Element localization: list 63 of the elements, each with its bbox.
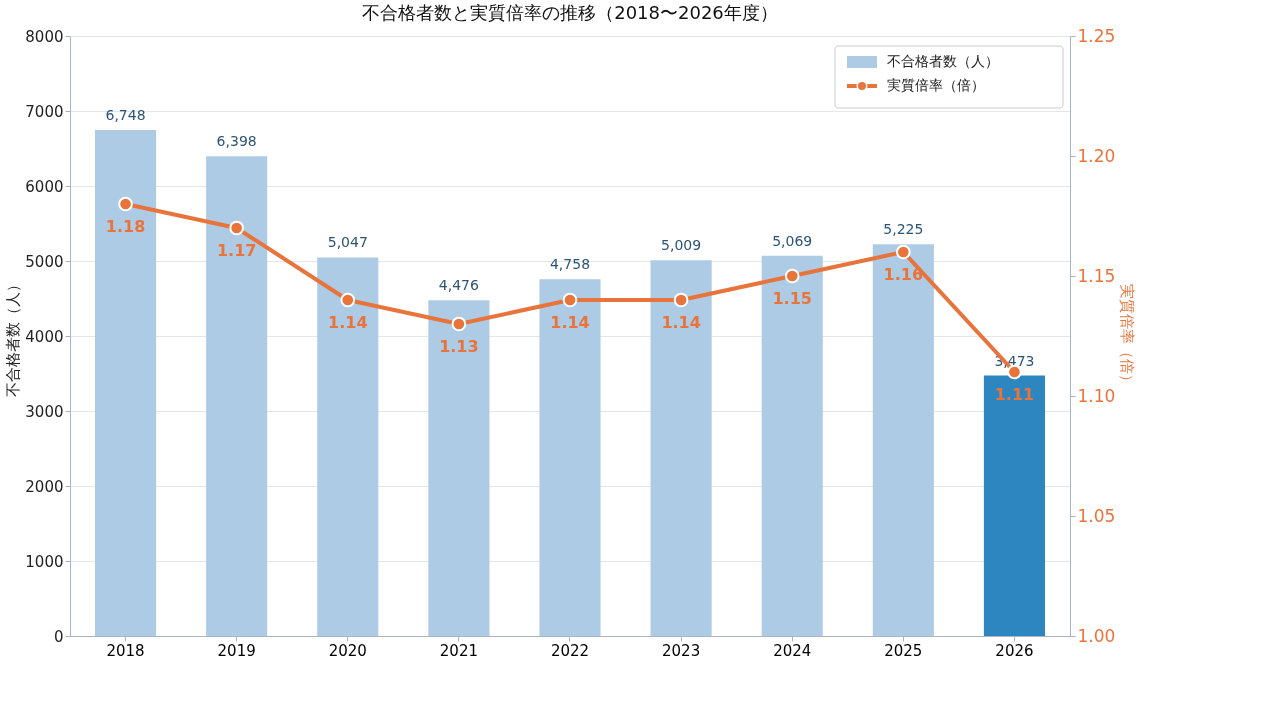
data-label: 5,047 <box>327 234 368 251</box>
y-tick-label: 0 <box>53 627 64 646</box>
x-tick-label: 2019 <box>217 641 256 660</box>
y-axis-title: 不合格者数（人） <box>4 276 23 397</box>
point <box>673 292 689 308</box>
x-tick-label: 2018 <box>106 641 145 660</box>
x-tick-label: 2025 <box>884 641 923 660</box>
legend-label: 不合格者数（人） <box>887 53 999 69</box>
x-tick-label: 2026 <box>995 641 1034 660</box>
y2-tick-label: 1.25 <box>1077 25 1116 46</box>
bar <box>428 300 490 636</box>
x-tick-label: 2024 <box>773 641 812 660</box>
point <box>896 244 911 260</box>
y-tick-label: 1000 <box>25 552 64 571</box>
point <box>229 220 244 236</box>
bar <box>206 156 268 636</box>
y-tick-label: 8000 <box>25 27 64 46</box>
data-label: 6,398 <box>216 133 257 150</box>
y2-tick-label: 1.00 <box>1077 625 1116 646</box>
data-label: 1.14 <box>661 313 701 332</box>
data-label: 1.11 <box>994 385 1035 404</box>
y-tick-label: 4000 <box>25 327 64 346</box>
y-tick-label: 6000 <box>25 177 64 196</box>
bar <box>317 257 379 636</box>
y-tick-label: 3000 <box>25 402 64 421</box>
data-label: 5,009 <box>661 237 702 254</box>
data-label: 1.14 <box>550 313 590 332</box>
y-tick-label: 7000 <box>25 102 64 121</box>
bar <box>650 260 712 636</box>
data-label: 1.15 <box>772 289 812 308</box>
bar <box>95 129 157 636</box>
data-label: 4,476 <box>438 277 480 294</box>
data-label: 5,225 <box>883 221 924 238</box>
data-label: 1.17 <box>216 241 257 260</box>
y-tick-label: 5000 <box>25 252 64 271</box>
y2-tick-label: 1.15 <box>1077 265 1116 286</box>
y2-tick-label: 1.20 <box>1077 145 1116 166</box>
bar <box>761 255 823 636</box>
bar <box>872 244 934 636</box>
data-label: 5,069 <box>772 232 813 249</box>
x-tick-label: 2020 <box>328 641 367 660</box>
y2-tick-label: 1.10 <box>1077 385 1116 406</box>
point <box>451 316 467 332</box>
x-tick-label: 2021 <box>439 641 478 660</box>
bar <box>983 375 1045 636</box>
data-label: 6,748 <box>105 106 146 123</box>
bar <box>539 279 601 636</box>
x-tick-label: 2023 <box>662 641 701 660</box>
y2-tick-label: 1.05 <box>1077 505 1116 526</box>
y2-axis-title: 実質倍率（倍） <box>1118 284 1137 389</box>
point <box>784 268 800 284</box>
data-label: 1.13 <box>439 337 479 356</box>
data-label: 1.16 <box>883 265 924 284</box>
y-tick-label: 2000 <box>25 477 64 496</box>
data-label: 1.18 <box>105 217 146 236</box>
point <box>340 292 356 308</box>
point <box>118 196 133 212</box>
data-label: 1.14 <box>328 313 368 332</box>
x-tick-label: 2022 <box>550 641 590 660</box>
chart-title: 不合格者数と実質倍率の推移（2018〜2026年度） <box>362 2 778 23</box>
point <box>562 292 578 308</box>
legend-label: 実質倍率（倍） <box>887 77 985 93</box>
data-label: 4,758 <box>549 256 591 273</box>
